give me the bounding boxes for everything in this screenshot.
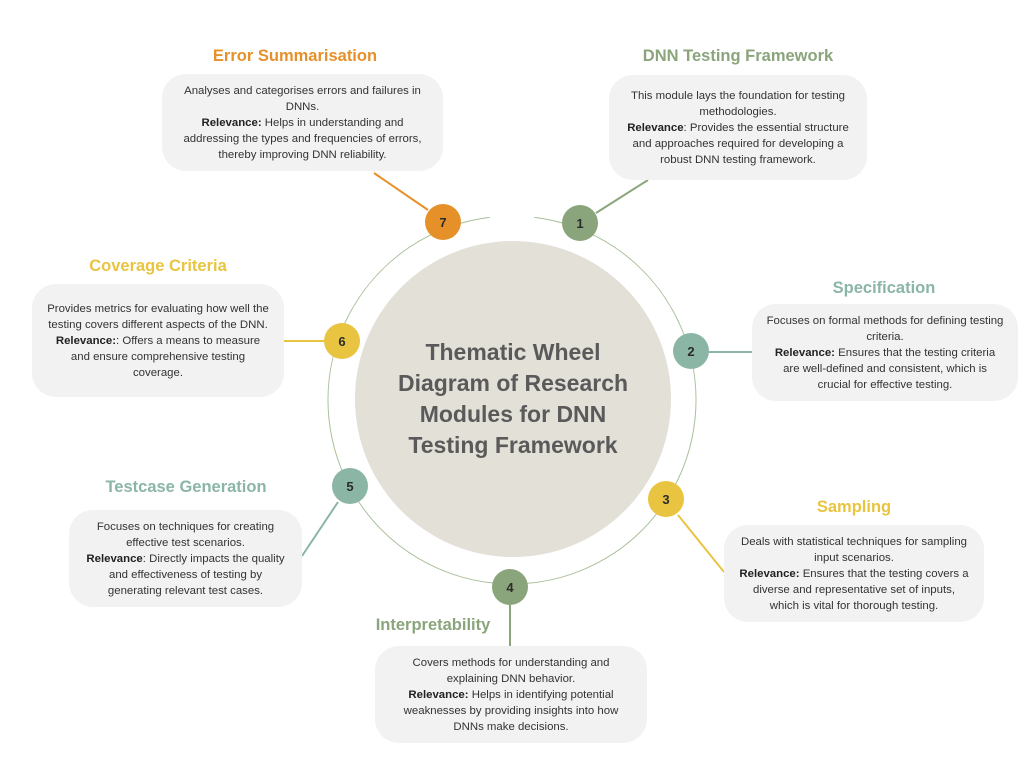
relevance-text: Ensures that the testing covers a divers… [753,567,969,612]
relevance-label: Relevance [627,121,684,134]
module-card-6: Provides metrics for evaluating how well… [32,284,284,397]
module-description: Focuses on techniques for creating effec… [96,520,275,549]
center-title: Thematic Wheel Diagram of Research Modul… [397,339,629,458]
module-title-3: Sampling [816,498,892,516]
module-description: Focuses on formal methods for defining t… [766,314,1004,343]
connector-line-1 [595,179,649,214]
relevance-text: : Directly impacts the quality and effec… [107,552,285,597]
module-card-2: Focuses on formal methods for defining t… [752,304,1018,401]
relevance-label: Relevance: [201,116,262,129]
module-title-1: DNN Testing Framework [642,47,834,65]
module-relevance: Relevance: Ensures that the testing cove… [738,566,970,614]
module-title-2: Specification [832,279,936,297]
relevance-text: : Provides the essential structure and a… [632,121,849,166]
module-card-1: This module lays the foundation for test… [609,75,867,180]
module-title-5: Testcase Generation [105,478,267,496]
connector-line-3 [677,514,725,573]
relevance-label: Relevance: [774,346,835,359]
relevance-text: Helps in understanding and addressing th… [183,116,422,161]
module-node-3: 3 [648,481,684,517]
relevance-text: : Offers a means to measure and ensure c… [70,334,261,379]
module-relevance: Relevance: Helps in identifying potentia… [389,687,633,735]
relevance-text: Helps in identifying potential weaknesse… [403,688,619,733]
relevance-text: Ensures that the testing criteria are we… [783,346,996,391]
module-card-4: Covers methods for understanding and exp… [375,646,647,743]
relevance-label: Relevance [86,552,143,565]
module-card-5: Focuses on techniques for creating effec… [69,510,302,607]
module-card-7: Analyses and categorises errors and fail… [162,74,443,171]
module-title-4: Interpretability [375,616,491,634]
module-card-3: Deals with statistical techniques for sa… [724,525,984,622]
relevance-label: Relevance: [408,688,469,701]
module-description: Deals with statistical techniques for sa… [740,535,968,564]
module-node-4: 4 [492,569,528,605]
module-relevance: Relevance: Helps in understanding and ad… [176,115,429,163]
module-description: This module lays the foundation for test… [630,89,845,118]
module-title-6: Coverage Criteria [89,257,227,275]
relevance-label: Relevance: [55,334,116,347]
module-description: Analyses and categorises errors and fail… [184,84,421,113]
relevance-label: Relevance: [739,567,800,580]
module-node-2: 2 [673,333,709,369]
module-title-7: Error Summarisation [212,47,378,65]
connector-line-5 [301,501,339,557]
center-disc: Thematic Wheel Diagram of Research Modul… [355,241,671,557]
module-node-6: 6 [324,323,360,359]
module-node-1: 1 [562,205,598,241]
module-description: Covers methods for understanding and exp… [412,656,610,685]
module-relevance: Relevance: Ensures that the testing crit… [766,345,1004,393]
module-relevance: Relevance: Directly impacts the quality … [83,551,288,599]
module-node-7: 7 [425,204,461,240]
module-relevance: Relevance: Provides the essential struct… [623,120,853,168]
module-description: Provides metrics for evaluating how well… [47,302,269,331]
connector-lines [284,172,752,646]
connector-line-7 [373,172,429,211]
module-relevance: Relevance:: Offers a means to measure an… [46,333,270,381]
module-node-5: 5 [332,468,368,504]
